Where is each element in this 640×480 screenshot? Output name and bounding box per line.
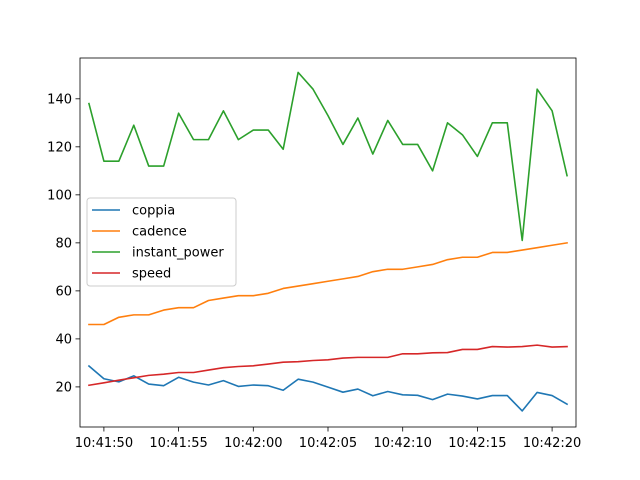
y-tick-label: 40 [55, 332, 72, 347]
y-axis: 20 40 60 80 100 120 140 [47, 92, 80, 395]
legend-label: instant_power [132, 246, 224, 261]
y-tick-label: 120 [47, 140, 72, 155]
y-tick-label: 80 [55, 236, 72, 251]
x-tick-label: 10:41:55 [149, 436, 207, 451]
x-tick-label: 10:42:00 [224, 436, 282, 451]
x-axis: 10:41:50 10:41:55 10:42:00 10:42:05 10:42:10… [75, 427, 581, 451]
y-tick-label: 20 [55, 380, 72, 395]
y-tick-label: 140 [47, 92, 72, 107]
x-tick-label: 10:42:15 [448, 436, 506, 451]
legend-label: cadence [132, 225, 187, 240]
legend-label: coppia [132, 204, 175, 219]
x-tick-label: 10:41:50 [75, 436, 133, 451]
x-tick-label: 10:42:20 [523, 436, 581, 451]
series-line-instant-power [87, 71, 568, 242]
series-line-speed [88, 344, 568, 387]
y-tick-label: 100 [47, 188, 72, 203]
legend-label: speed [132, 267, 171, 282]
series-line-cadence [88, 241, 568, 326]
series-line-coppia [87, 364, 569, 412]
legend-box [86, 197, 237, 287]
x-tick-label: 10:42:05 [299, 436, 357, 451]
y-tick-label: 60 [55, 284, 72, 299]
series-layer [87, 71, 569, 412]
x-tick-label: 10:42:10 [374, 436, 432, 451]
